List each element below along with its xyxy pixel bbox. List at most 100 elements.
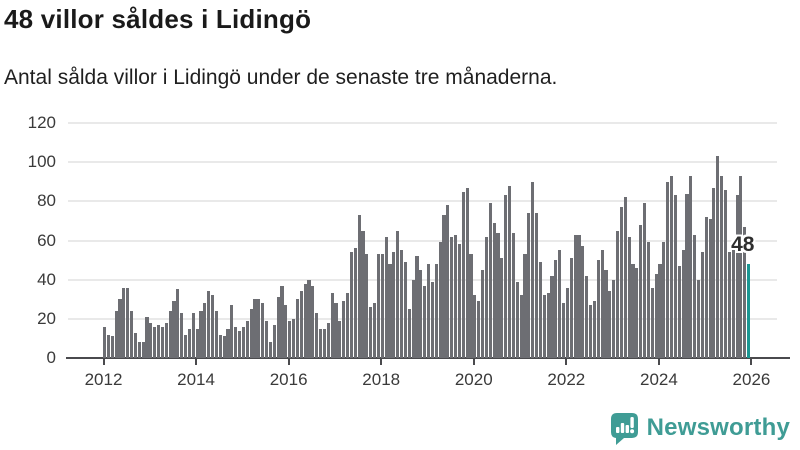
bar bbox=[507, 185, 512, 358]
bar bbox=[685, 193, 689, 358]
bar bbox=[484, 236, 488, 358]
gridline bbox=[68, 161, 777, 164]
x-tick-label: 2014 bbox=[177, 370, 215, 389]
bar bbox=[407, 309, 411, 358]
chart-subtitle: Antal sålda villor i Lidingö under de se… bbox=[4, 66, 558, 89]
bar bbox=[457, 244, 461, 358]
bar bbox=[538, 262, 542, 358]
bar bbox=[615, 230, 620, 358]
bar bbox=[639, 224, 643, 358]
bar bbox=[172, 301, 176, 358]
bar bbox=[380, 254, 384, 358]
bar bbox=[465, 187, 469, 358]
bar bbox=[110, 336, 114, 358]
bar bbox=[180, 312, 184, 358]
y-tick-label: 80 bbox=[37, 191, 56, 211]
y-tick-label: 40 bbox=[37, 269, 56, 289]
bar bbox=[423, 285, 427, 358]
bar bbox=[673, 195, 677, 358]
bar bbox=[133, 332, 137, 358]
page-title: 48 villor såldes i Lidingö bbox=[4, 4, 312, 34]
bar bbox=[631, 264, 635, 358]
bar bbox=[153, 326, 157, 358]
bar bbox=[696, 279, 701, 358]
bar bbox=[403, 262, 407, 358]
bar bbox=[550, 275, 554, 358]
bar bbox=[295, 299, 299, 358]
gridline bbox=[68, 278, 777, 281]
bar bbox=[612, 279, 616, 358]
bar bbox=[511, 232, 515, 358]
bar bbox=[164, 322, 168, 358]
bar bbox=[222, 336, 226, 358]
bar bbox=[361, 230, 365, 358]
bar bbox=[288, 320, 292, 358]
bar bbox=[704, 217, 708, 358]
bar bbox=[226, 328, 230, 358]
bar bbox=[160, 326, 164, 358]
bar bbox=[426, 264, 431, 358]
bar bbox=[149, 322, 153, 358]
bar bbox=[581, 246, 585, 358]
bar bbox=[114, 311, 118, 358]
bar bbox=[642, 203, 647, 358]
x-tick bbox=[657, 359, 660, 365]
bar bbox=[635, 267, 639, 358]
y-tick-label: 100 bbox=[27, 152, 56, 172]
bar bbox=[681, 250, 685, 358]
y-tick-label: 0 bbox=[46, 348, 56, 367]
bar bbox=[473, 295, 477, 358]
bar bbox=[268, 342, 272, 358]
bar bbox=[187, 328, 191, 358]
bar bbox=[272, 324, 276, 358]
bar bbox=[450, 236, 454, 358]
bar bbox=[720, 175, 724, 358]
bar bbox=[129, 311, 134, 358]
x-tick-label: 2022 bbox=[547, 370, 586, 389]
bar bbox=[727, 252, 731, 358]
bar bbox=[122, 287, 126, 358]
bar bbox=[349, 252, 353, 358]
bar bbox=[276, 297, 280, 358]
bar bbox=[669, 175, 674, 358]
bar bbox=[303, 283, 307, 358]
bar bbox=[731, 242, 735, 358]
x-tick bbox=[750, 359, 753, 365]
gridline bbox=[68, 200, 777, 203]
bar bbox=[453, 234, 458, 358]
bar bbox=[103, 326, 107, 358]
bar bbox=[523, 254, 527, 358]
bar bbox=[658, 264, 662, 358]
bar bbox=[183, 334, 188, 358]
x-tick-label: 2012 bbox=[84, 370, 123, 389]
bar bbox=[207, 291, 211, 358]
newsworthy-logo-text: Newsworthy bbox=[646, 414, 790, 441]
x-tick-label: 2026 bbox=[732, 370, 771, 389]
bar bbox=[249, 309, 253, 358]
bar bbox=[326, 322, 330, 358]
bar bbox=[600, 250, 604, 358]
bar bbox=[230, 305, 234, 358]
bar bbox=[477, 301, 481, 358]
bar bbox=[716, 156, 720, 358]
bar bbox=[392, 252, 396, 358]
bar bbox=[191, 312, 195, 358]
bar bbox=[558, 250, 562, 358]
x-tick bbox=[102, 359, 105, 365]
y-tick-label: 20 bbox=[37, 308, 56, 328]
bar bbox=[318, 328, 323, 358]
bar bbox=[210, 295, 215, 358]
bar bbox=[739, 175, 743, 358]
bar bbox=[199, 311, 203, 358]
bar bbox=[677, 265, 681, 358]
bar bbox=[291, 318, 296, 358]
x-tick-label: 2016 bbox=[269, 370, 308, 389]
bar bbox=[515, 281, 519, 358]
bar bbox=[214, 311, 218, 358]
value-annotation: 48 bbox=[731, 233, 755, 256]
x-tick bbox=[472, 359, 475, 365]
bar bbox=[504, 195, 508, 358]
bar bbox=[419, 269, 423, 358]
bar bbox=[619, 207, 623, 358]
bar bbox=[245, 320, 249, 358]
